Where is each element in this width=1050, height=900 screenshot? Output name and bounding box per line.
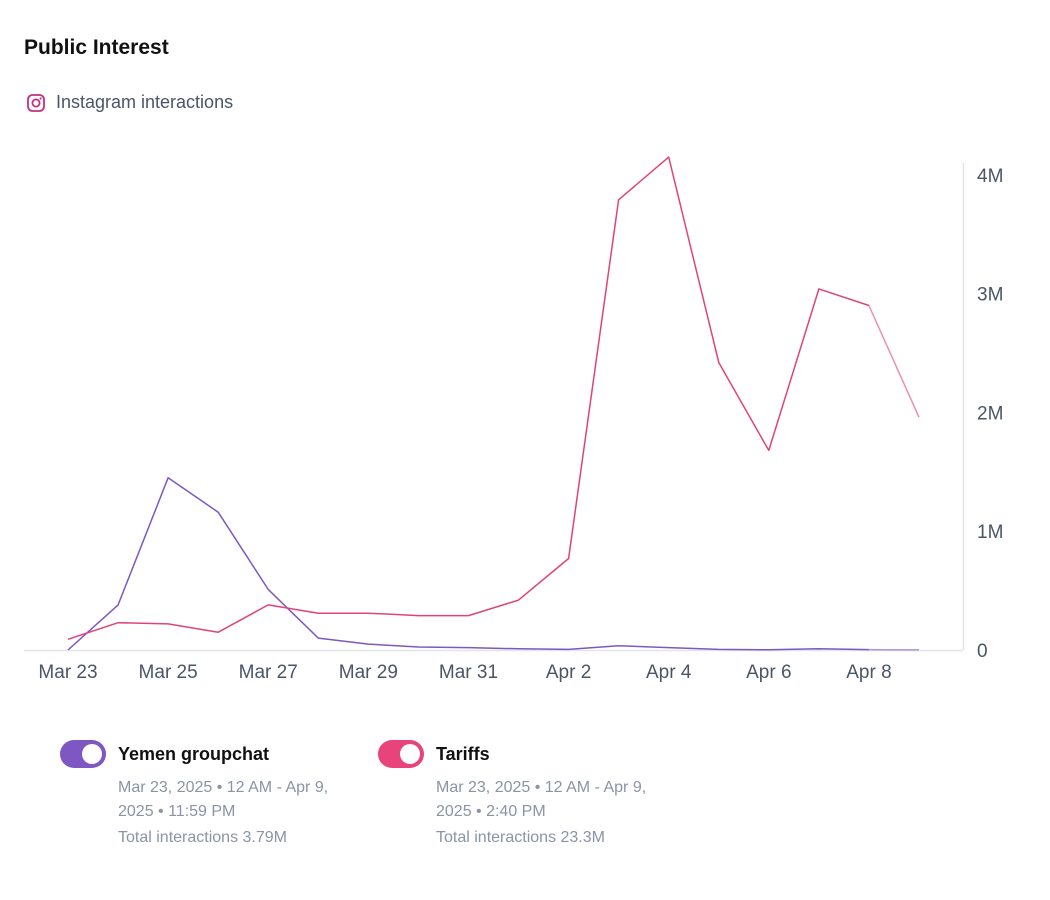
series-total: Total interactions 23.3M: [436, 829, 605, 846]
legend-item-yemen-groupchat: Yemen groupchat Mar 23, 2025 • 12 AM - A…: [60, 740, 360, 850]
series-total: Total interactions 3.79M: [118, 829, 287, 846]
x-tick-label: Mar 29: [339, 662, 398, 683]
line-chart: Mar 23 Mar 25 Mar 27 Mar 29 Mar 31 Apr 2 Apr 4…: [24, 156, 1003, 683]
series-line-partial-tariffs: [868, 305, 920, 418]
y-tick-label: 4M: [977, 166, 1003, 187]
series-toggle[interactable]: [378, 740, 424, 768]
data-source: Instagram interactions: [26, 92, 233, 113]
series-date-range: Mar 23, 2025 • 12 AM - Apr 9, 2025 • 11:…: [118, 779, 329, 820]
toggle-knob: [82, 744, 102, 764]
series-toggle[interactable]: [60, 740, 106, 768]
x-tick-label: Mar 27: [239, 662, 298, 683]
x-tick-label: Mar 25: [139, 662, 198, 683]
toggle-knob: [400, 744, 420, 764]
legend-item-tariffs: Tariffs Mar 23, 2025 • 12 AM - Apr 9, 20…: [378, 740, 678, 850]
x-tick-label: Apr 4: [646, 662, 692, 683]
series-name: Yemen groupchat: [118, 743, 270, 764]
x-tick-label: Apr 8: [846, 662, 891, 683]
series-date-range: Mar 23, 2025 • 12 AM - Apr 9, 2025 • 2:4…: [436, 779, 647, 820]
series-line-tariffs: [67, 156, 870, 641]
x-tick-label: Mar 23: [38, 662, 97, 683]
y-tick-label: 0: [977, 641, 988, 662]
source-label: Instagram interactions: [56, 92, 234, 112]
x-tick-label: Mar 31: [439, 662, 498, 683]
x-tick-label: Apr 2: [546, 662, 591, 683]
y-tick-label: 1M: [977, 522, 1003, 543]
instagram-icon: [27, 93, 45, 112]
series-line-yemen-groupchat: [67, 477, 869, 651]
y-tick-label: 3M: [977, 285, 1003, 306]
page-title: Public Interest: [24, 36, 169, 59]
x-tick-label: Apr 6: [746, 662, 791, 683]
series-name: Tariffs: [436, 743, 490, 764]
y-tick-label: 2M: [977, 403, 1003, 424]
